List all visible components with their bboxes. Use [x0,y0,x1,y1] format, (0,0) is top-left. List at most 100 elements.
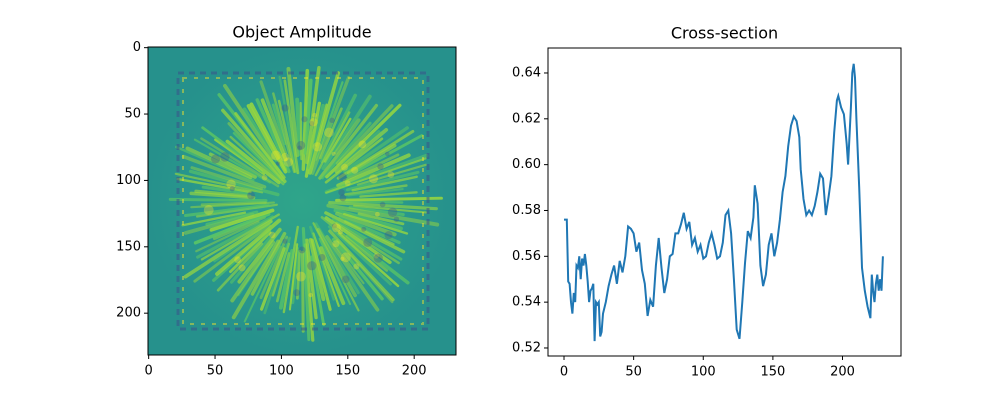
streak [320,93,357,164]
speckle [324,127,334,138]
streak [215,218,282,276]
streak [208,152,257,179]
streak [318,103,379,180]
speckle [387,171,395,178]
speckle [238,264,246,272]
streak [200,201,267,207]
streak [184,203,270,218]
speckle [332,223,341,233]
speckle [384,231,393,240]
streak [196,215,275,259]
streak [249,102,288,171]
streak [308,237,326,302]
x-tick-label: 50 [207,364,224,379]
streak [205,210,259,227]
streak [336,153,411,188]
frame-edge [182,77,424,325]
streak [319,246,346,306]
streak [231,239,281,320]
streak [303,78,313,155]
speckle [377,163,384,170]
speckle [211,154,221,164]
streak [201,185,249,195]
streak [181,154,267,189]
streak [250,231,287,296]
streak [237,227,282,284]
streak [229,237,271,284]
streak [333,208,403,231]
speckle [318,253,326,262]
streak [318,237,352,306]
streak [221,108,287,184]
streak [216,242,264,292]
streak [193,212,271,245]
speckle [331,151,336,156]
speckle [312,142,323,152]
y-tick-label: 200 [116,306,141,321]
streak [323,117,352,163]
streak [337,232,400,288]
streak [200,137,280,188]
streak [335,239,394,304]
speckle [332,240,340,248]
streak [335,211,397,237]
streak [229,135,285,186]
streak [286,66,300,158]
speckle [308,292,313,298]
streak [345,170,420,192]
speckle [373,253,383,263]
speckle [281,104,289,112]
streak [305,65,321,165]
streak [229,231,272,274]
speckle [338,229,343,235]
streak [325,157,427,194]
speckle [269,231,276,239]
speckle [312,112,318,118]
speckle [247,191,256,200]
y-tick-label: 0.52 [512,340,541,355]
speckle [385,151,390,157]
streak [225,139,281,185]
streak [181,211,247,227]
streak [342,153,400,183]
streak [275,252,291,303]
streak [310,76,351,175]
speckle [374,211,380,217]
streak [356,163,427,186]
x-tick-label: 200 [402,364,427,379]
streak [345,234,410,285]
streak [299,101,303,161]
streak [308,71,341,175]
streak [290,247,300,305]
speckle [307,261,317,271]
speckle [341,275,350,284]
speckle [344,180,351,187]
x-tick-label: 50 [625,365,642,380]
streak [194,189,252,198]
streak [303,243,315,342]
speckle [229,186,235,192]
streak [333,243,365,285]
streak [325,235,380,312]
speckle [234,256,241,264]
streak [310,255,326,327]
streak [193,223,271,283]
streak [277,99,297,173]
streak [326,203,440,227]
speckle [271,150,281,161]
streak [320,216,389,272]
streak [307,103,325,170]
chart-title: Cross-section [671,24,778,43]
streak [271,103,287,146]
streak [188,169,280,197]
speckle [353,263,360,270]
chart-title: Object Amplitude [232,23,371,42]
speckle [351,166,359,174]
streak [343,212,409,235]
speckle [309,117,318,127]
speckle [379,201,386,208]
speckle [309,120,315,127]
streak [328,200,438,211]
x-tick-label: 100 [691,365,716,380]
